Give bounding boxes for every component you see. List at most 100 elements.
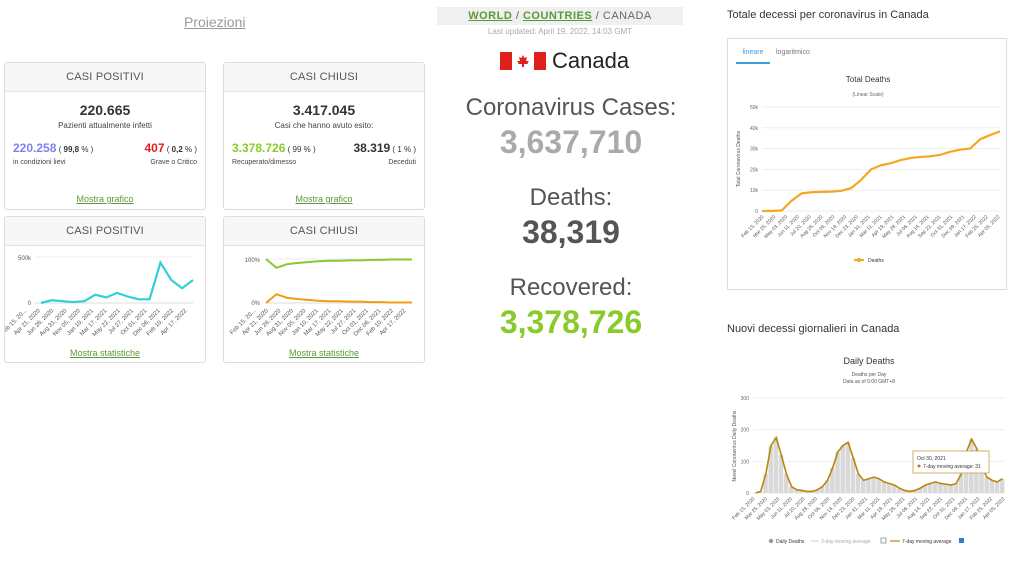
closed-cases-card: CASI CHIUSI 3.417.045 Casi che hanno avu… [223, 62, 425, 210]
daily-deaths-bar [948, 485, 953, 493]
active-show-graph-link[interactable]: Mostra grafico [76, 194, 134, 204]
breadcrumb-sep-2: / [592, 10, 603, 22]
daily-deaths-section-title: Nuovi decessi giornalieri in Canada [727, 323, 900, 335]
daily-y-tick-0: 300 [741, 396, 750, 402]
recovered-stat-value: 3.378.726 [232, 141, 286, 155]
daily-deaths-bar [881, 481, 887, 493]
closed-chart-card: CASI CHIUSI 100% 0% Feb 15, 20... Apr 21, 2… [223, 216, 425, 363]
daily-deaths-bar [778, 455, 784, 493]
recovered-stat-label: Recuperato/dimesso [232, 159, 297, 166]
daily-y-tick-1: 200 [741, 428, 750, 434]
tab-logarithmic[interactable]: logaritmico [776, 49, 810, 56]
closed-y-tick-0: 100% [245, 258, 261, 264]
country-heading: Canada [500, 48, 629, 74]
recovered-pct-close: ) [310, 145, 316, 154]
closed-y-tick-1: 0% [251, 301, 260, 307]
active-cases-count: 220.665 [79, 102, 131, 118]
breadcrumb-countries[interactable]: COUNTRIES [522, 10, 593, 22]
daily-deaths-bar [994, 481, 1000, 493]
daily-legend-7day-checkbox [959, 538, 964, 543]
daily-deaths-bar [886, 483, 892, 493]
mild-pct: 99,8 [63, 145, 80, 154]
daily-deaths-chart-title: Daily Deaths [843, 356, 895, 366]
daily-legend-3day-checkbox [880, 537, 887, 544]
active-y-tick-0: 500k [18, 256, 32, 262]
deaths-pct: 1 % [397, 145, 412, 154]
recovered-pct-open: ( [287, 145, 293, 154]
canada-flag-icon [500, 50, 546, 70]
daily-deaths-bar [804, 491, 809, 493]
daily-deaths-bar [917, 488, 923, 493]
daily-legend-7day-label: 7-day moving average [902, 539, 952, 545]
recovered-value: 3,378,726 [499, 304, 643, 340]
total-deaths-chart-box: lineare logaritmico Total Deaths (Linear … [727, 38, 1007, 290]
daily-deaths-bar [855, 474, 861, 493]
recovered-label: Recovered: [509, 274, 633, 301]
daily-tooltip-date: Oct 30, 2021 [917, 456, 946, 462]
critical-stat: 407 ( 0,2 % ) Grave o Critico [144, 141, 197, 166]
total-legend-dot [857, 258, 861, 262]
deaths-stat-value: 38.319 [353, 141, 391, 155]
proiezioni-link[interactable]: Proiezioni [184, 14, 246, 30]
active-cases-subtitle: Pazienti attualmente infetti [58, 121, 152, 130]
daily-tooltip-box [912, 450, 990, 474]
breadcrumb-world[interactable]: WORLD [468, 10, 513, 22]
deaths-pct-open: ( [392, 145, 398, 154]
deaths-stat-label: Deceduti [388, 159, 416, 166]
total-deaths-chart: Total Deaths (Linear Scale) 50k 40k 30k 20k 10… [736, 75, 1002, 264]
daily-deaths-bar [902, 490, 907, 493]
daily-deaths-bar [819, 486, 825, 493]
total-y-tick-1: 40k [750, 126, 759, 132]
daily-deaths-bar [953, 483, 959, 493]
daily-legend-3day-label: 3-day moving average [821, 539, 871, 545]
total-y-tick-4: 10k [750, 188, 759, 194]
total-legend-label: Deaths [868, 258, 884, 264]
daily-deaths-bar [830, 467, 835, 493]
daily-deaths-bar [814, 489, 820, 493]
daily-deaths-bar [799, 490, 804, 493]
total-deaths-chart-title: Total Deaths [846, 75, 890, 84]
critical-pct-open: ( [166, 145, 172, 154]
tab-linear[interactable]: lineare [736, 49, 770, 64]
breadcrumb: WORLD / COUNTRIES / CANADA [437, 7, 683, 25]
daily-deaths-bar [825, 480, 830, 493]
total-deaths-section-title: Totale decessi per coronavirus in Canada [727, 9, 929, 21]
daily-deaths-bar [927, 483, 933, 493]
daily-deaths-subtitle-1: Deaths per Day [852, 372, 887, 378]
daily-deaths-bar [938, 483, 943, 493]
cases-label: Coronavirus Cases: [465, 94, 677, 121]
daily-deaths-ylabel: Novel Coronavirus Daily Deaths [732, 410, 738, 481]
daily-deaths-bar [783, 474, 789, 493]
daily-tooltip-text: 7-day moving average: 31 [923, 464, 981, 470]
active-show-stats-link[interactable]: Mostra statistiche [69, 348, 141, 358]
total-deaths-line [762, 130, 1001, 213]
closed-cases-count: 3.417.045 [292, 102, 356, 118]
cases-value: 3,637,710 [499, 124, 643, 160]
daily-deaths-bar [866, 478, 871, 493]
daily-deaths-bar [912, 490, 917, 493]
daily-deaths-bar [891, 485, 897, 493]
daily-deaths-bar [999, 478, 1005, 493]
daily-deaths-bar [840, 445, 845, 493]
daily-y-tick-3: 0 [746, 491, 749, 497]
deaths-stat: 38.319 ( 1 % ) Deceduti [353, 141, 416, 166]
daily-deaths-bar [897, 488, 902, 493]
deaths-label: Deaths: [529, 184, 613, 211]
daily-deaths-bar [763, 474, 768, 493]
closed-show-stats-link[interactable]: Mostra statistiche [288, 348, 360, 358]
total-deaths-ylabel: Total Coronavirus Deaths [736, 130, 742, 187]
daily-legend-bars-dot [768, 538, 774, 544]
critical-value: 407 [144, 141, 165, 155]
total-y-tick-2: 30k [750, 147, 759, 153]
closed-show-graph-link[interactable]: Mostra grafico [295, 194, 353, 204]
closed-chart-title: CASI CHIUSI [224, 217, 424, 246]
total-y-tick-3: 20k [750, 167, 759, 173]
active-chart-title: CASI POSITIVI [5, 217, 205, 246]
deaths-value: 38,319 [522, 214, 620, 250]
daily-deaths-subtitle-2: Data as of 0:00 GMT+8 [843, 379, 895, 385]
deaths-pct-close: ) [411, 145, 416, 154]
daily-deaths-bar [922, 485, 928, 493]
